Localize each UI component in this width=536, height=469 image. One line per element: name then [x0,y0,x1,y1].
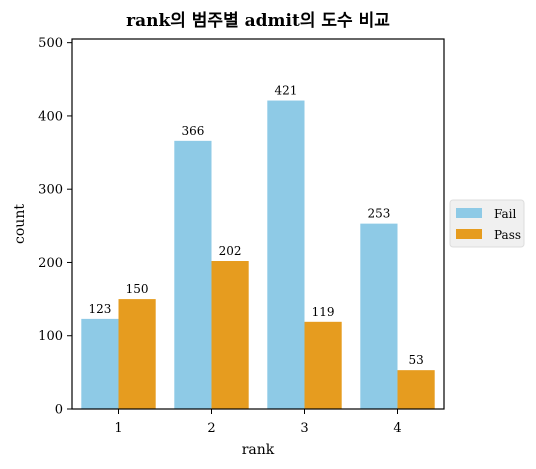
bar-fail-4 [360,223,398,409]
bar-pass-3 [304,321,342,409]
chart-title: rank의 범주별 admit의 도수 비교 [126,11,390,31]
legend-swatch-pass [456,229,482,239]
bars [81,100,435,409]
legend-swatch-fail [456,208,482,218]
data-label-pass-1: 150 [126,282,149,296]
y-tick-label: 100 [38,329,63,344]
bar-fail-1 [81,318,119,409]
legend: Fail Pass [449,199,525,248]
data-label-fail-3: 421 [274,84,297,98]
x-tick-label: 3 [300,421,308,436]
y-tick-label: 400 [38,109,63,124]
y-tick-label: 500 [38,36,63,51]
data-label-fail-2: 366 [181,124,204,138]
data-label-fail-1: 123 [88,302,111,316]
bar-pass-2 [211,261,249,409]
x-tick-label: 1 [114,421,122,436]
x-axis-label: rank [242,442,275,458]
legend-label-pass: Pass [494,228,521,242]
bar-pass-1 [118,299,156,409]
y-tick-label: 200 [38,256,63,271]
plot-frame [71,38,445,410]
data-label-pass-4: 53 [408,353,423,367]
bar-fail-3 [267,100,305,409]
x-tick-label: 2 [207,421,215,436]
data-label-pass-2: 202 [219,244,242,258]
y-axis: 0 100 200 300 400 500 [38,36,72,418]
data-label-pass-3: 119 [312,305,335,319]
legend-label-fail: Fail [494,207,517,221]
bar-pass-4 [397,370,435,409]
y-tick-label: 0 [55,403,63,418]
data-labels: 123 366 421 253 150 202 119 53 [88,84,423,368]
data-label-fail-4: 253 [367,207,390,221]
y-tick-label: 300 [38,183,63,198]
bar-fail-2 [174,140,212,409]
x-axis: 1 2 3 4 [114,409,402,436]
y-axis-label: count [12,204,28,244]
x-tick-label: 4 [393,421,401,436]
